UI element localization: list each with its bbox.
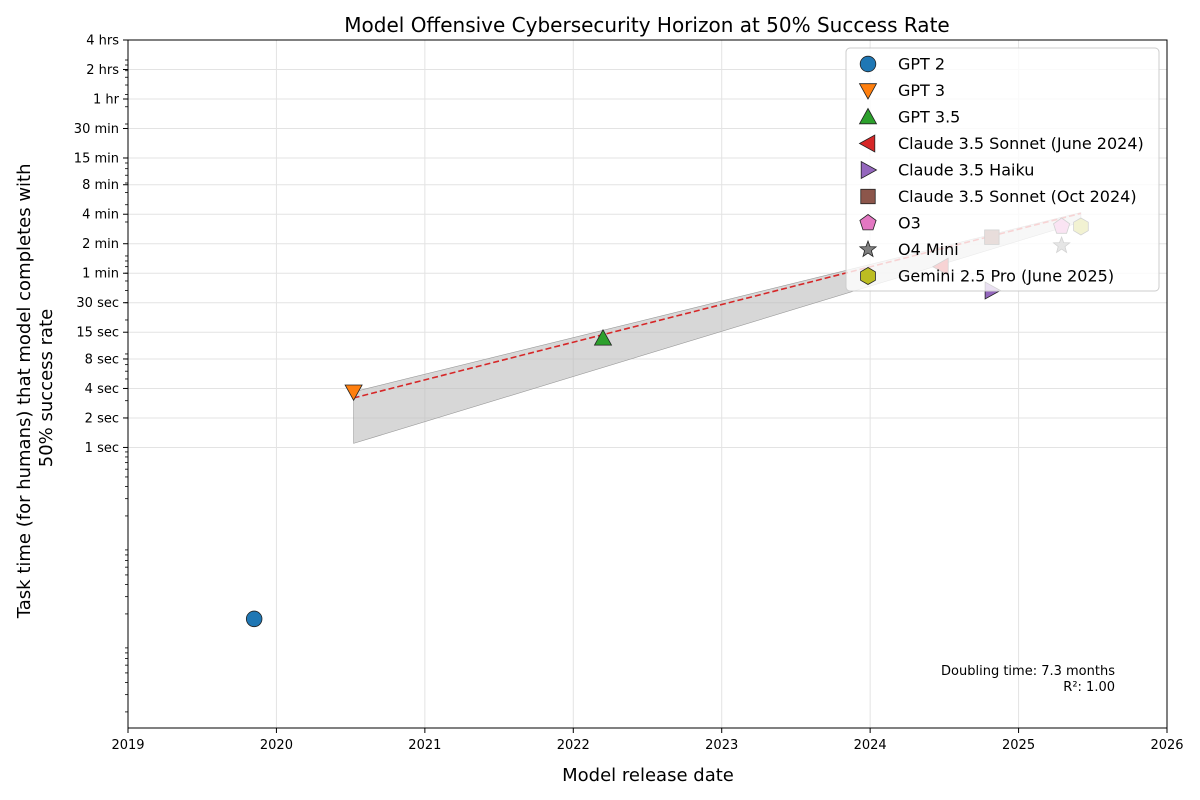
y-tick-label: 1 sec: [85, 441, 119, 456]
legend-marker-claude-3-5-haiku: [860, 160, 878, 180]
data-point-gpt-2: [245, 610, 263, 628]
legend-label-gemini-2-5-pro-june-2025: Gemini 2.5 Pro (June 2025): [898, 267, 1114, 286]
legend-marker-o4-mini: [858, 239, 878, 258]
y-tick-label: 4 sec: [85, 382, 119, 397]
y-tick-label: 1 min: [82, 267, 119, 282]
legend-marker-gpt-3-5: [858, 107, 878, 125]
x-tick-label: 2024: [854, 738, 887, 753]
y-tick-label: 30 min: [74, 122, 119, 137]
y-tick-label: 2 hrs: [86, 63, 119, 78]
x-tick-label: 2026: [1150, 738, 1183, 753]
x-tick-label: 2022: [557, 738, 590, 753]
r-squared-label: R²: 1.00: [1063, 680, 1115, 695]
fit-annotation: Doubling time: 7.3 months R²: 1.00: [941, 664, 1115, 695]
legend-marker-claude-3-5-sonnet-june-2024: [858, 134, 876, 153]
y-axis-label: Task time (for humans) that model comple…: [14, 158, 57, 620]
legend-label-gpt-3: GPT 3: [898, 81, 945, 100]
legend-label-gpt-3-5: GPT 3.5: [898, 108, 960, 127]
legend-box: [845, 47, 1160, 292]
data-point-gpt-3-5: [593, 328, 613, 346]
x-axis: 2019 2020 2021 2022 2023 2024 2025 2026: [111, 728, 1184, 753]
legend-label-o4-mini: O4 Mini: [898, 240, 959, 259]
legend-marker-gpt-2: [859, 55, 877, 73]
legend-label-claude-3-5-sonnet-oct-2024: Claude 3.5 Sonnet (Oct 2024): [898, 187, 1137, 206]
y-axis-label-line-1: Task time (for humans) that model comple…: [14, 163, 35, 619]
x-axis-label: Model release date: [562, 765, 734, 786]
legend-label-gpt-2: GPT 2: [898, 55, 945, 74]
legend-marker-o3: [859, 214, 877, 231]
x-tick-label: 2021: [408, 738, 441, 753]
y-tick-label: 2 min: [82, 237, 119, 252]
y-tick-label: 8 sec: [85, 352, 119, 367]
y-axis-label-line-2: 50% success rate: [36, 309, 57, 467]
y-tick-label: 4 min: [82, 208, 119, 223]
y-tick-label: 15 sec: [76, 326, 119, 341]
legend-marker-claude-3-5-sonnet-oct-2024: [860, 188, 876, 205]
legend-label-o3: O3: [898, 214, 921, 233]
y-tick-label: 4 hrs: [86, 34, 119, 49]
legend-label-claude-3-5-haiku: Claude 3.5 Haiku: [898, 161, 1034, 180]
y-tick-label: 30 sec: [76, 296, 119, 311]
x-tick-label: 2023: [705, 738, 738, 753]
legend: GPT 2 GPT 3 GPT 3.5 Claude 3.5 Sonnet (June…: [845, 47, 1160, 292]
plot-frame: [127, 39, 1168, 729]
x-tick-label: 2020: [260, 738, 293, 753]
data-point-gpt-3: [344, 384, 363, 402]
y-tick-label: 15 min: [74, 151, 119, 166]
legend-label-claude-3-5-sonnet-june-2024: Claude 3.5 Sonnet (June 2024): [898, 134, 1144, 153]
y-tick-label: 8 min: [82, 178, 119, 193]
doubling-time-label: Doubling time: 7.3 months: [941, 664, 1115, 679]
x-tick-label: 2025: [1002, 738, 1035, 753]
y-tick-label: 1 hr: [93, 92, 120, 107]
y-axis: 1 sec 2 sec 4 sec 8 sec 15 sec 30 sec 1 min 2 m…: [74, 34, 128, 713]
chart-title: Model Offensive Cybersecurity Horizon at…: [344, 13, 949, 37]
y-tick-label: 2 sec: [85, 411, 119, 426]
legend-marker-gpt-3: [858, 83, 878, 100]
x-tick-label: 2019: [111, 738, 144, 753]
legend-marker-gemini-2-5-pro-june-2025: [860, 267, 876, 285]
